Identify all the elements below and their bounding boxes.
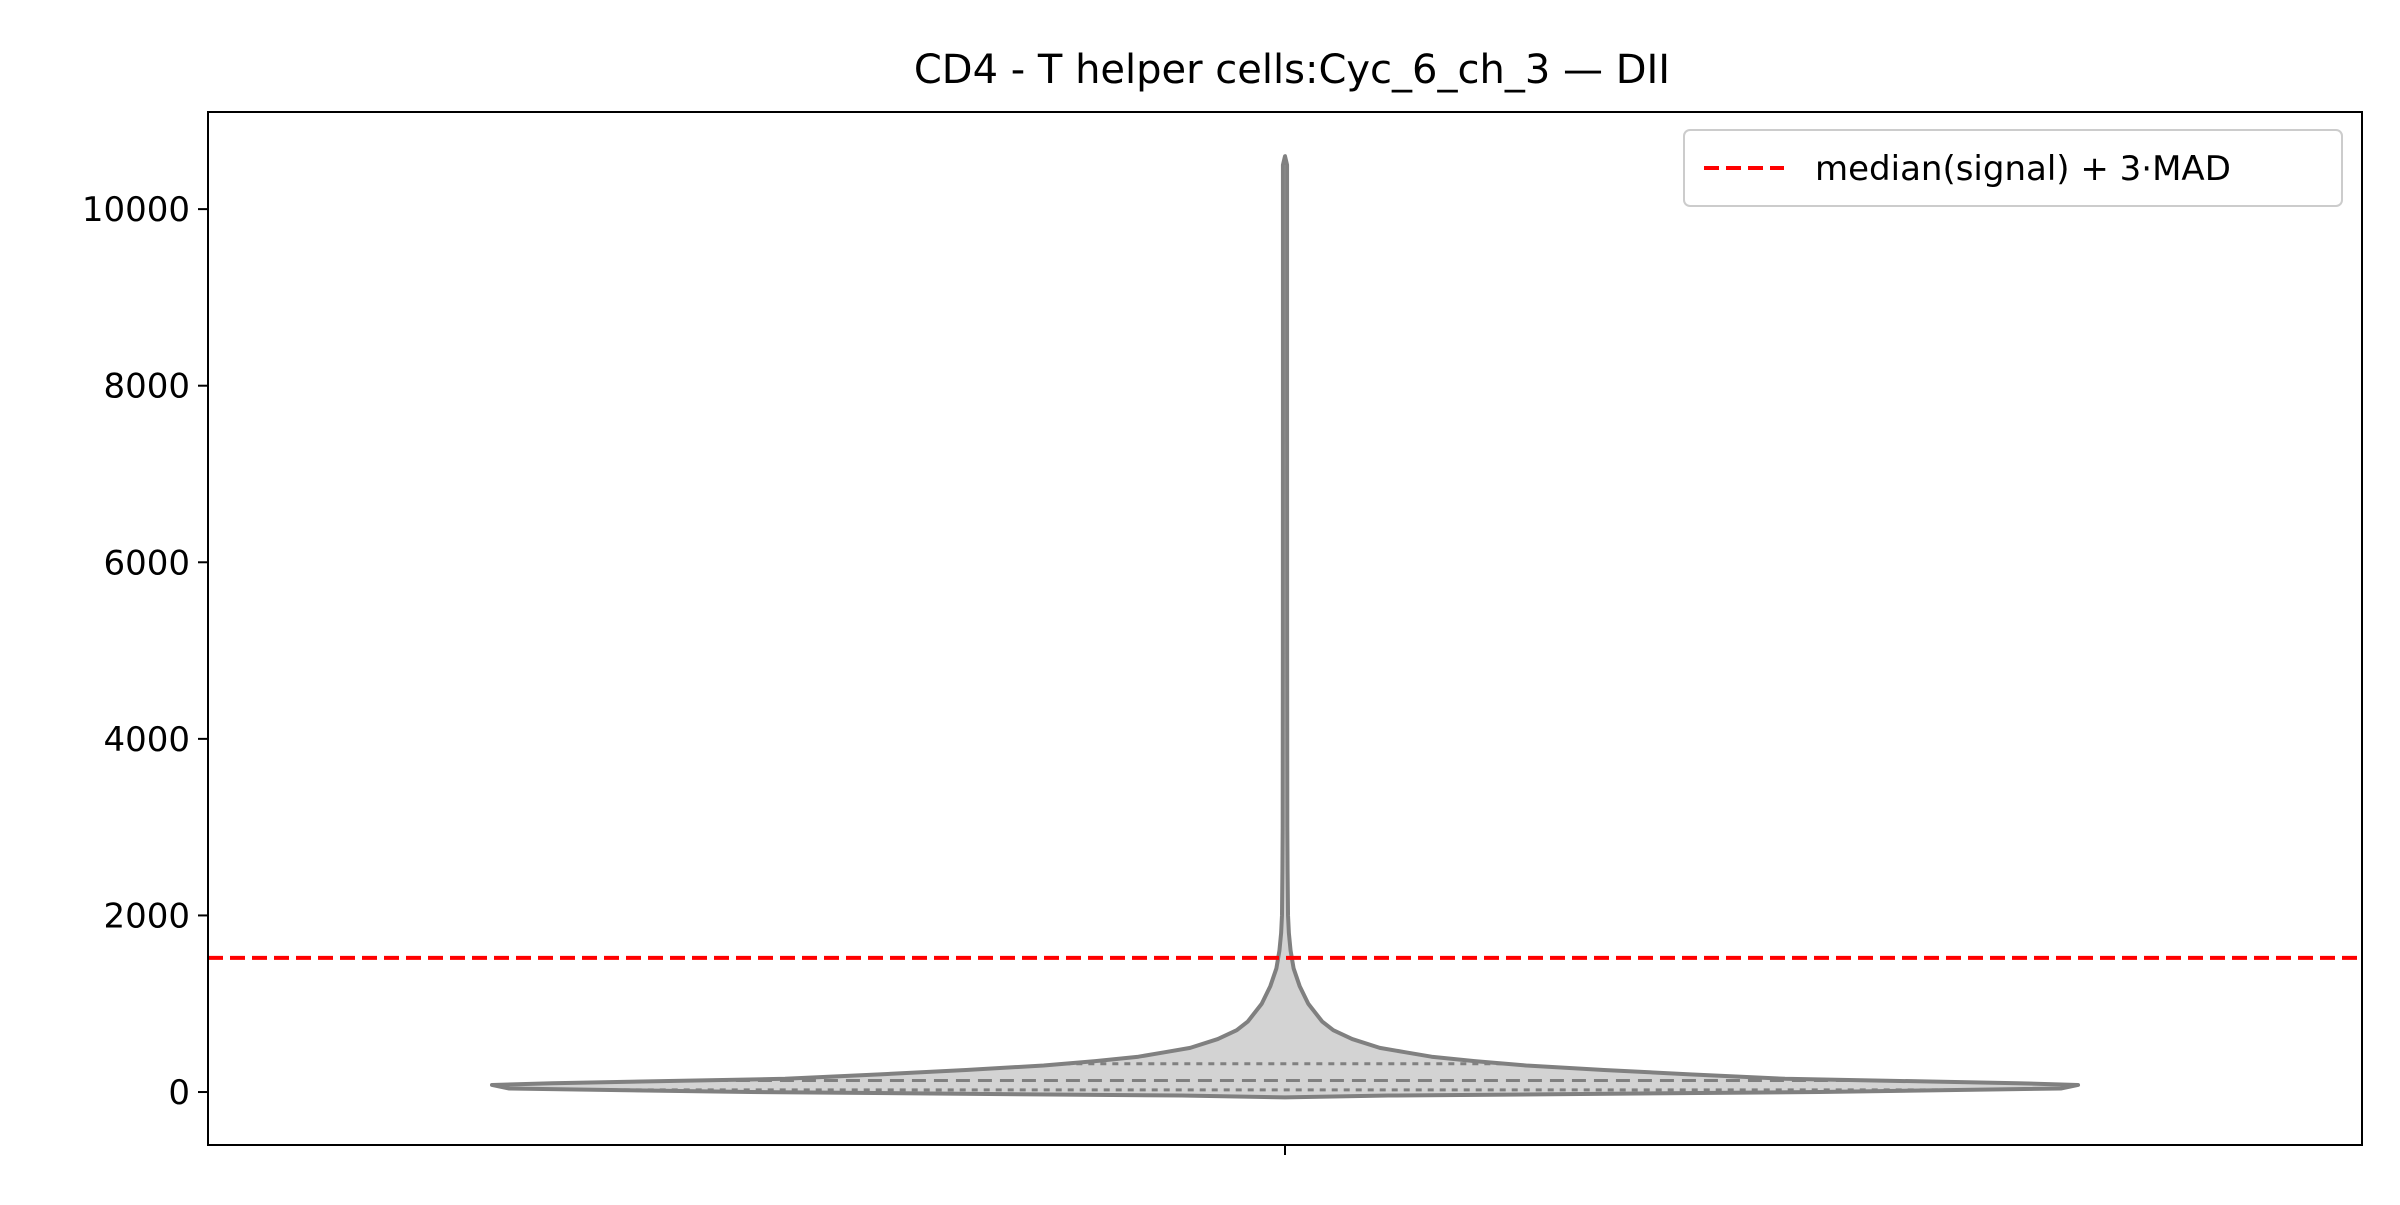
legend: median(signal) + 3·MAD — [1683, 129, 2343, 207]
y-tick-label: 10000 — [82, 190, 190, 230]
y-tick-label: 0 — [168, 1073, 190, 1113]
chart-title: CD4 - T helper cells:Cyc_6_ch_3 — DII — [914, 47, 1670, 93]
legend-box — [1683, 129, 2343, 207]
plot-area — [208, 154, 2362, 1100]
y-tick-label: 6000 — [103, 543, 190, 583]
axes: 0 2000 4000 6000 8000 10000 — [82, 111, 2363, 1155]
y-tick-label: 4000 — [103, 720, 190, 760]
y-tick-label: 8000 — [103, 367, 190, 407]
y-tick-label: 2000 — [103, 896, 190, 936]
legend-threshold-label: median(signal) + 3·MAD — [1815, 149, 2231, 189]
violin-body — [489, 154, 2081, 1100]
